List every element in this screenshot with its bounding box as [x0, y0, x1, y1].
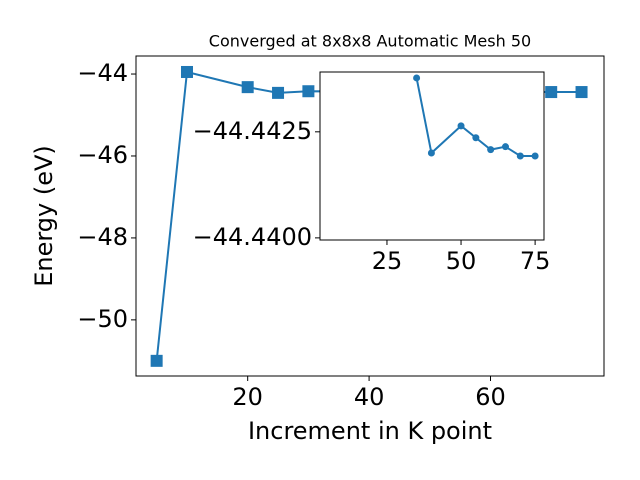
- data-point: [501, 143, 509, 151]
- data-point: [180, 65, 193, 78]
- y-tick-label: −48: [77, 223, 128, 251]
- y-tick-label: −46: [77, 141, 128, 169]
- data-point: [150, 354, 163, 367]
- y-tick-label: −44: [77, 59, 128, 87]
- x-tick-label: 75: [520, 247, 551, 275]
- data-point: [545, 86, 558, 99]
- data-point: [272, 86, 285, 99]
- data-point: [516, 152, 524, 160]
- axes-frame: [135, 55, 605, 377]
- y-tick-label: −44.4425: [193, 117, 312, 145]
- data-point: [241, 81, 254, 94]
- data-point: [302, 85, 315, 98]
- y-tick-label: −44.4400: [193, 223, 312, 251]
- x-tick-label: 60: [475, 383, 506, 411]
- x-tick-label: 20: [232, 383, 263, 411]
- x-axis-label: Increment in K point: [248, 417, 492, 445]
- axes-frame: [319, 71, 545, 241]
- data-point: [472, 134, 480, 142]
- data-point: [575, 86, 588, 99]
- chart-title: Converged at 8x8x8 Automatic Mesh 50: [209, 32, 531, 51]
- data-point: [531, 152, 539, 160]
- x-tick-label: 40: [354, 383, 385, 411]
- data-point: [427, 149, 435, 157]
- data-point: [457, 122, 465, 130]
- y-axis-label: Energy (eV): [30, 145, 58, 287]
- y-tick-label: −50: [77, 305, 128, 333]
- x-tick-label: 50: [446, 247, 477, 275]
- x-tick-label: 25: [372, 247, 403, 275]
- data-point: [413, 74, 421, 82]
- data-point: [487, 146, 495, 154]
